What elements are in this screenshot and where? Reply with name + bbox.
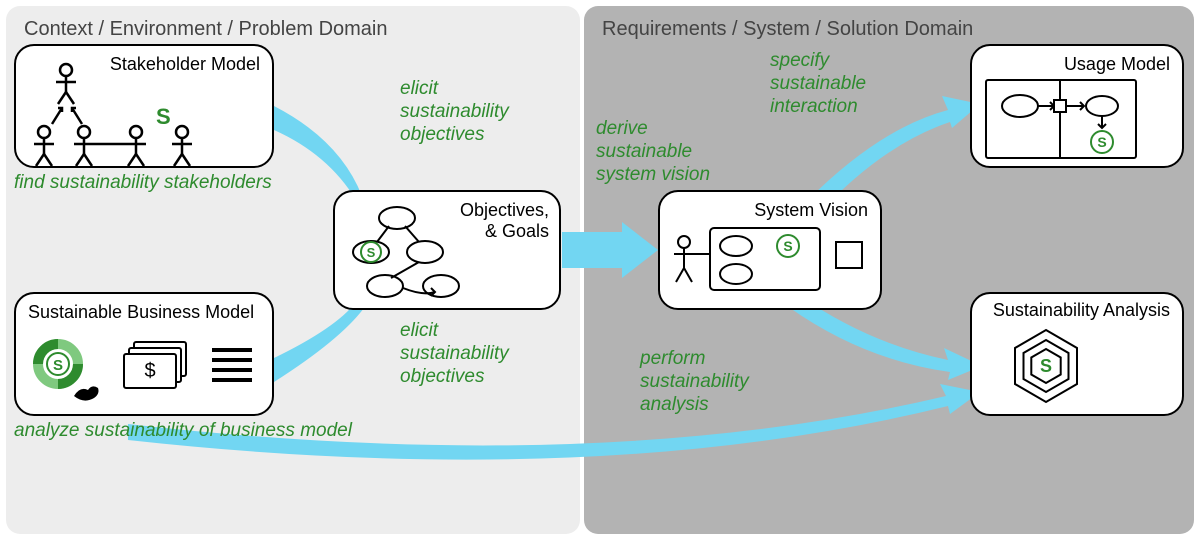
system-vision-label: System Vision (754, 200, 868, 221)
objectives-label: Objectives, & Goals (449, 200, 549, 241)
svg-text:S: S (1040, 356, 1052, 376)
diagram-canvas: Context / Environment / Problem Domain R… (0, 0, 1200, 544)
svg-text:S: S (53, 357, 63, 374)
stakeholder-caption: find sustainability stakeholders (14, 172, 272, 195)
elicit-bottom-label: elicit sustainability objectives (400, 320, 540, 388)
sustainability-analysis-box: Sustainability Analysis S (970, 292, 1184, 416)
right-domain-title: Requirements / System / Solution Domain (602, 18, 1176, 41)
business-model-label: Sustainable Business Model (28, 302, 254, 323)
usage-model-label: Usage Model (1064, 54, 1170, 75)
s-glyph-icon: S (156, 104, 171, 129)
business-model-box: Sustainable Business Model S $ (14, 292, 274, 416)
svg-text:S: S (783, 238, 792, 254)
business-caption: analyze sustainability of business model (14, 420, 352, 443)
sustainability-analysis-label: Sustainability Analysis (980, 300, 1170, 321)
svg-text:$: $ (144, 360, 155, 382)
usage-model-box: Usage Model S (970, 44, 1184, 168)
svg-text:S: S (367, 245, 376, 260)
objectives-box: Objectives, & Goals S (333, 190, 561, 310)
elicit-top-label: elicit sustainability objectives (400, 78, 540, 146)
perform-analysis-label: perform sustainability analysis (640, 348, 790, 416)
derive-vision-label: derive sustainable system vision (596, 118, 716, 186)
stakeholder-model-label: Stakeholder Model (110, 54, 260, 75)
system-vision-box: System Vision S (658, 190, 882, 310)
stakeholder-model-box: Stakeholder Model S (14, 44, 274, 168)
specify-interaction-label: specify sustainable interaction (770, 50, 910, 118)
svg-text:S: S (1097, 134, 1106, 150)
left-domain-title: Context / Environment / Problem Domain (24, 18, 562, 41)
